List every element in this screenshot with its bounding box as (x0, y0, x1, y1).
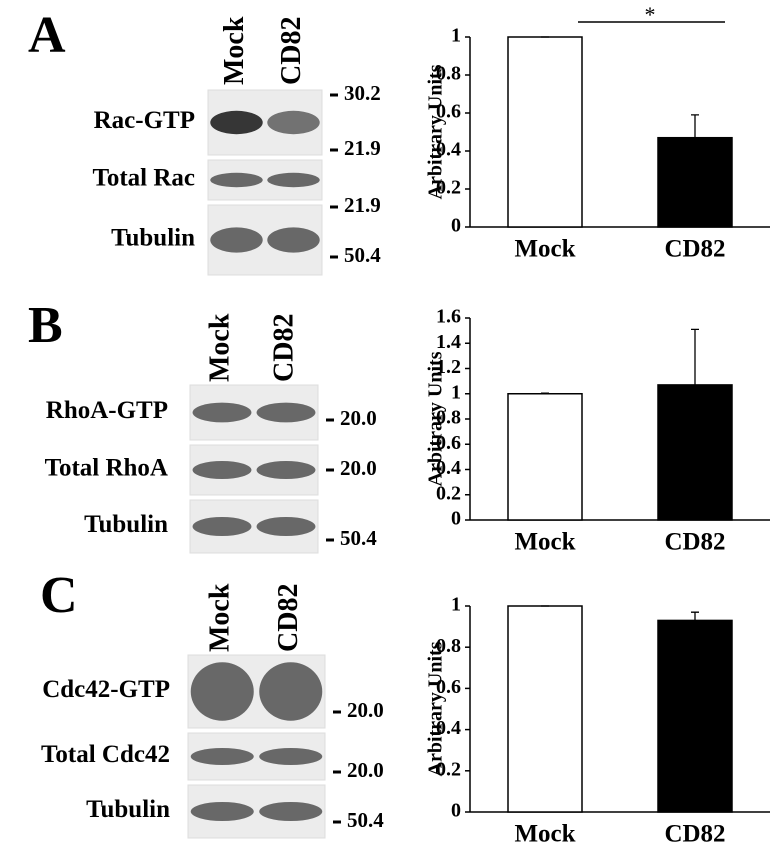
bar (507, 605, 583, 813)
error-bar (541, 392, 549, 394)
marker-label: 20.0 (347, 698, 384, 722)
marker-label: 20.0 (340, 456, 377, 480)
blot-band (259, 801, 323, 822)
blot-band (192, 402, 252, 423)
error-bar (691, 114, 699, 138)
lane-label: CD82 (268, 314, 299, 382)
marker-label: 20.0 (340, 406, 377, 430)
bar (507, 393, 583, 521)
y-tick-label: 1 (451, 381, 461, 403)
marker-label: 21.9 (344, 136, 381, 160)
x-tick-label: Mock (514, 236, 575, 263)
blot-band (210, 227, 263, 253)
marker-label: 50.4 (340, 526, 377, 550)
y-axis-title: Arbitrary Units (425, 641, 447, 776)
y-tick-label: 1 (451, 594, 461, 616)
error-bar (691, 328, 699, 385)
row-label: Cdc42-GTP (42, 676, 170, 703)
y-tick-label: 0.4 (436, 717, 461, 739)
y-tick-label: 0.6 (436, 676, 461, 698)
y-tick-label: 0.8 (436, 635, 461, 657)
row-label: Total Cdc42 (41, 741, 170, 768)
blot-band (192, 461, 252, 479)
y-tick-label: 0 (451, 508, 461, 530)
blot-band (190, 748, 254, 765)
y-tick-label: 0.2 (436, 482, 461, 504)
y-tick-label: 1.6 (436, 306, 461, 328)
blot-band (210, 110, 263, 135)
panel-label: C (40, 567, 78, 624)
y-tick-label: 1.4 (436, 331, 461, 353)
y-tick-label: 0.2 (436, 758, 461, 780)
blot-band (190, 801, 254, 822)
error-bar (691, 611, 699, 621)
blot-band (267, 172, 320, 188)
y-tick-label: 0.6 (436, 101, 461, 123)
x-tick-label: CD82 (664, 236, 725, 263)
y-axis-title: Arbitrary Units (425, 351, 447, 486)
y-tick-label: 0.4 (436, 139, 461, 161)
blot-band (259, 662, 323, 721)
y-tick-label: 0.8 (436, 407, 461, 429)
y-tick-label: 0.6 (436, 432, 461, 454)
bar (507, 36, 583, 228)
row-label: Tubulin (84, 511, 168, 538)
x-tick-label: CD82 (664, 529, 725, 556)
row-label: RhoA-GTP (46, 397, 168, 424)
row-label: Tubulin (111, 225, 195, 252)
lane-label: Mock (205, 583, 236, 652)
blot-band (192, 516, 252, 537)
row-label: Total Rac (92, 165, 195, 192)
row-label: Rac-GTP (94, 107, 195, 134)
row-label: Total RhoA (45, 455, 168, 482)
y-tick-label: 0 (451, 800, 461, 822)
blot-band (190, 662, 254, 721)
marker-label: 20.0 (347, 758, 384, 782)
bar (657, 619, 733, 813)
panel-label: B (28, 297, 63, 354)
y-tick-label: 0.4 (436, 457, 461, 479)
y-axis-title: Arbitrary Units (425, 64, 447, 199)
bar (657, 136, 733, 228)
y-tick-label: 0 (451, 215, 461, 237)
marker-label: 21.9 (344, 193, 381, 217)
marker-label: 30.2 (344, 81, 381, 105)
blot-band (210, 172, 263, 188)
lane-label: CD82 (273, 584, 304, 652)
lane-label: Mock (219, 16, 250, 85)
bar (657, 384, 733, 521)
blot-band (256, 461, 316, 479)
y-tick-label: 1 (451, 25, 461, 47)
panel-label: A (28, 7, 66, 64)
marker-label: 50.4 (347, 808, 384, 832)
y-tick-label: 1.2 (436, 356, 461, 378)
x-tick-label: Mock (514, 529, 575, 556)
row-label: Tubulin (86, 796, 170, 823)
lane-label: CD82 (276, 17, 307, 85)
significance-label: * (645, 2, 656, 27)
x-tick-label: Mock (514, 821, 575, 848)
y-tick-label: 0.8 (436, 63, 461, 85)
marker-label: 50.4 (344, 243, 381, 267)
x-tick-label: CD82 (664, 821, 725, 848)
y-tick-label: 0.2 (436, 177, 461, 199)
blot-band (256, 402, 316, 423)
blot-band (267, 110, 320, 135)
blot-band (256, 516, 316, 537)
lane-label: Mock (204, 313, 235, 382)
blot-band (259, 748, 323, 765)
blot-band (267, 227, 320, 253)
